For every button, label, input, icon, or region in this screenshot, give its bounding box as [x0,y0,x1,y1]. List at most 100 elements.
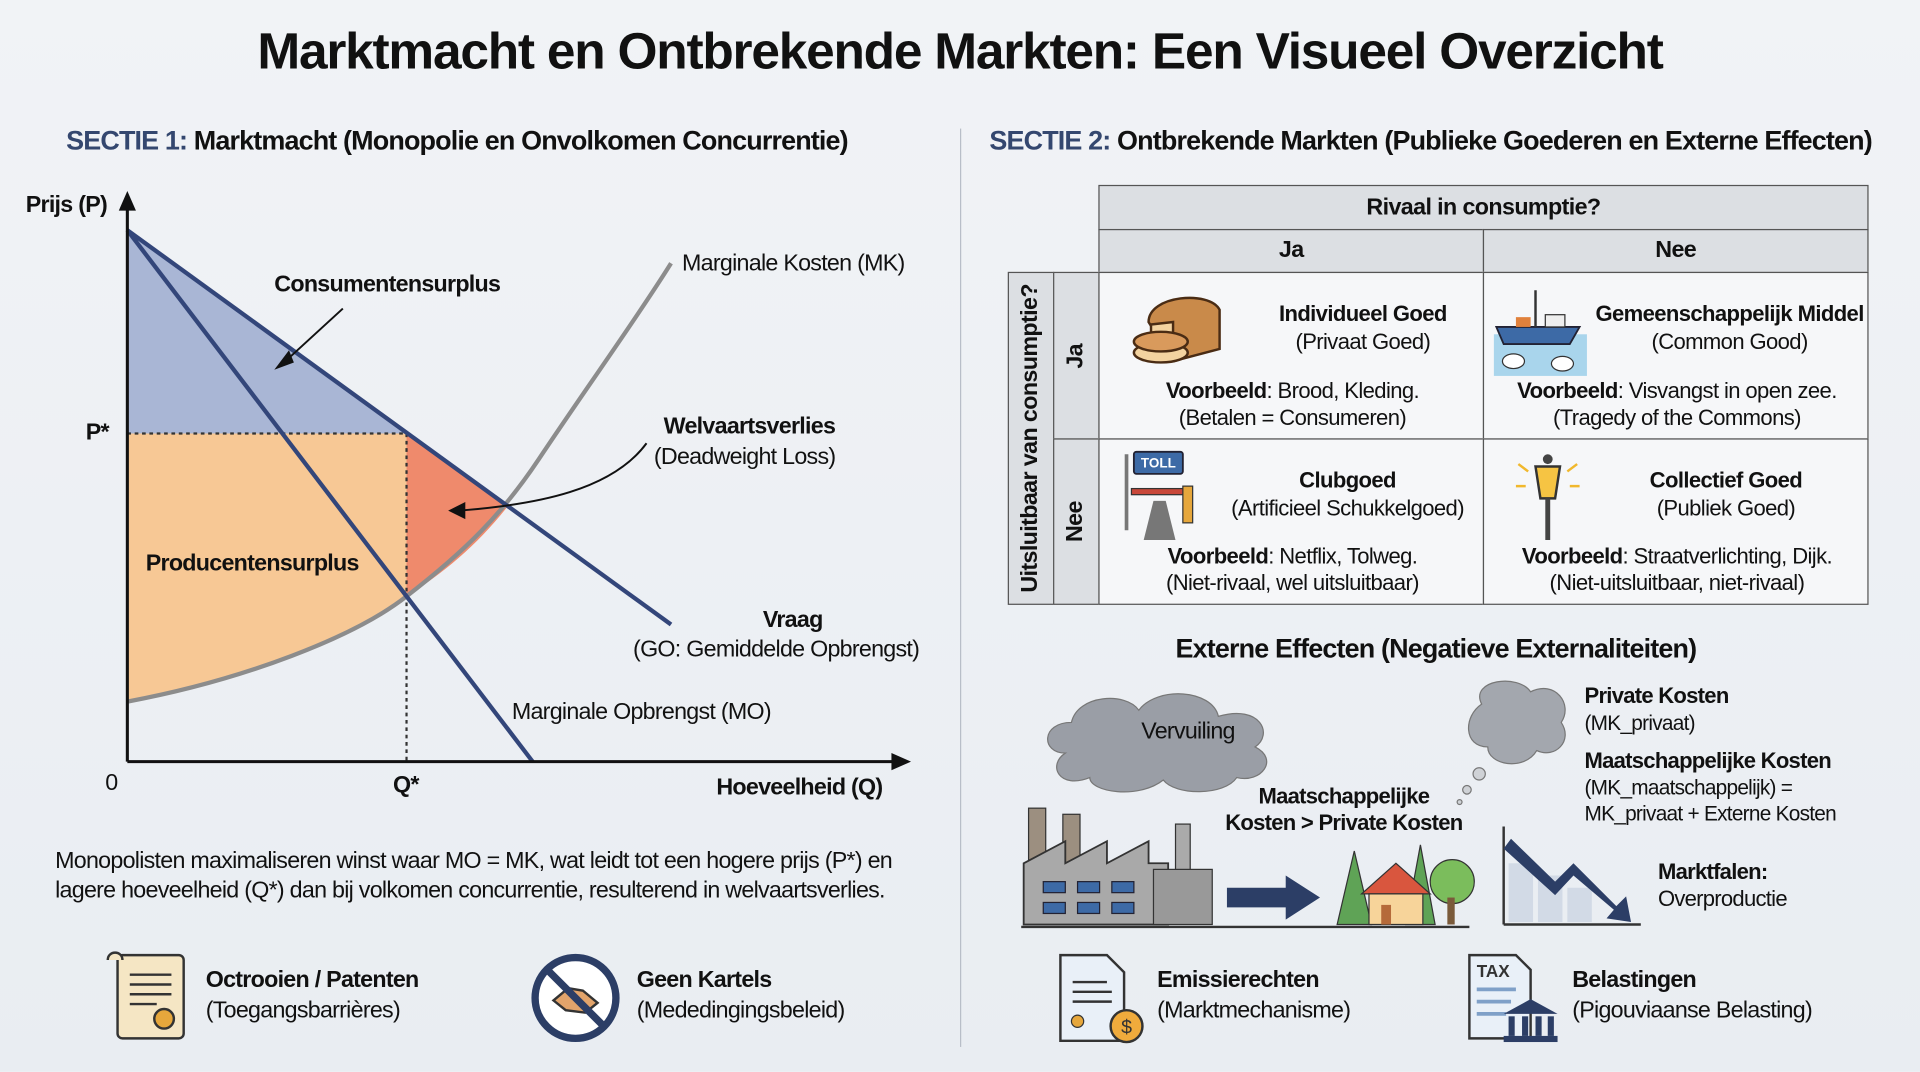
policy-taxes-sub: (Pigouviaanse Belasting) [1572,997,1812,1024]
emission-certificate-icon: $ [1059,953,1144,1044]
market-failure-chart-icon [1502,826,1641,926]
cell-sub: (Privaat Goed) [1295,329,1431,354]
page-title: Marktmacht en Ontbrekende Markten: Een V… [257,22,1663,80]
social-costs-sub-2: MK_privaat + Externe Kosten [1584,802,1836,826]
impact-arrow-icon [1226,875,1321,920]
section2-heading: SECTIE 2: Ontbrekende Markten (Publieke … [989,124,1873,157]
cell-example: Voorbeeld: Straatverlichting, Dijk. [1484,542,1870,570]
policy-emissions-sub: (Marktmechanisme) [1157,997,1351,1024]
market-failure-title: Marktfalen: [1657,859,1768,885]
tax-building-icon: TAX [1468,953,1558,1043]
cell-example: Voorbeeld: Netflix, Tolweg. [1100,542,1486,570]
matrix-col-ja: Ja [1098,228,1485,274]
matrix-col-nee: Nee [1482,228,1869,274]
producer-surplus-area [127,433,407,702]
deadweight-loss-title: Welvaartsverlies [663,413,836,440]
dwl-arrowhead-icon [448,502,466,520]
cell-note: (Tragedy of the Commons) [1552,405,1801,430]
demand-line [126,228,673,627]
producer-surplus-label: Producentensurplus [145,551,360,577]
cell-sub: (Common Good) [1651,329,1808,354]
bread-icon [1132,296,1221,364]
x-axis-label: Hoeveelheid (Q) [716,775,883,801]
cell-note: (Betalen = Consumeren) [1178,405,1407,430]
social-costs-title: Maatschappelijke Kosten [1584,748,1831,773]
pollution-label: Vervuiling [1141,718,1235,745]
factory-icon [1022,807,1213,926]
private-costs-title: Private Kosten [1584,683,1729,708]
dwl-arrow-icon [459,442,648,512]
policy-taxes-title: Belastingen [1572,967,1697,994]
cell-sub: (Publiek Goed) [1656,495,1796,521]
matrix-row-ja-text: Ja [1062,343,1089,369]
policy-emissions-title: Emissierechten [1157,967,1319,994]
matrix-cell-club-good: TOLL Clubgoed (Artificieel Schukkelgoed)… [1098,438,1486,605]
example-label: Voorbeeld [1167,543,1269,569]
no-handshake-icon [531,953,620,1043]
matrix-row-header-text: Uitsluitbaar van consumptie? [1017,284,1044,593]
marginal-cost-curve [126,262,673,704]
consumer-surplus-label: Consumentensurplus [274,271,501,298]
externalities-illustration [1021,680,1641,929]
matrix-row-header: Uitsluitbaar van consumptie? [1007,271,1055,605]
private-costs-sub: (MK_privaat) [1584,711,1695,735]
fishing-boat-icon [1493,290,1587,376]
section-divider [960,128,962,1047]
toll-gate-icon: TOLL [1124,450,1194,541]
matrix-row-nee: Nee [1053,438,1100,605]
marginal-revenue-label: Marginale Opbrengst (MO) [511,699,772,725]
y-axis-arrow-icon [118,191,136,211]
q-star-label: Q* [393,772,419,799]
example-label: Voorbeeld [1521,543,1623,569]
matrix-cell-common-good: Gemeenschappelijk Middel (Common Good) V… [1482,271,1870,440]
x-axis-arrow-icon [891,753,912,771]
matrix-row-ja: Ja [1053,271,1100,440]
street-lamp-icon [1515,454,1580,541]
market-failure-sub: Overproductie [1657,886,1788,912]
example-label: Voorbeeld [1517,378,1618,403]
policy-cartels-title: Geen Kartels [636,967,772,994]
cell-note: (Niet-rivaal, wel uitsluitbaar) [1165,570,1420,596]
summary-line-2: lagere hoeveelheid (Q*) dan bij volkomen… [55,877,885,904]
demand-sub-label: (GO: Gemiddelde Opbrengst) [633,636,920,663]
policy-patents-sub: (Toegangsbarrières) [205,997,401,1024]
example-text: : Visvangst in open zee. [1617,378,1838,403]
cost-comparison-line-1: Maatschappelijke [1258,783,1430,809]
pollution-cloud-icon [1047,693,1268,793]
patent-scroll-icon [106,951,185,1040]
cost-comparison-line-2: Kosten > Private Kosten [1225,810,1463,836]
section1-key: SECTIE 1: [66,124,188,156]
marginal-revenue-line [125,228,535,763]
p-star-label: P* [85,420,110,446]
toll-icon-text: TOLL [1141,456,1176,471]
cell-example: Voorbeeld: Brood, Kleding. [1100,377,1486,405]
cell-title: Clubgoed [1299,467,1396,493]
demand-label: Vraag [762,607,823,634]
matrix-cell-private-good: Individueel Goed (Privaat Goed) Voorbeel… [1098,271,1486,440]
example-text: : Netflix, Tolweg. [1268,543,1418,569]
social-costs-sub-1: (MK_maatschappelijk) = [1584,776,1793,800]
house-trees-icon [1336,844,1475,926]
example-label: Voorbeeld [1165,378,1267,403]
summary-line-1: Monopolisten maximaliseren winst waar MO… [55,848,893,875]
cell-example: Voorbeeld: Visvangst in open zee. [1484,377,1870,405]
cell-title: Individueel Goed [1278,301,1447,326]
cell-title: Collectief Goed [1649,467,1803,493]
cell-note: (Niet-uitsluitbaar, niet-rivaal) [1549,570,1805,596]
section2-key: SECTIE 2: [989,124,1111,156]
policy-patents-title: Octrooien / Patenten [205,967,420,994]
externalities-heading: Externe Effecten (Negatieve Externalitei… [1175,633,1698,664]
matrix-cell-public-good: Collectief Goed (Publiek Goed) Voorbeeld… [1482,438,1870,605]
matrix-row-nee-text: Nee [1062,501,1089,543]
thought-cloud-icon [1467,680,1566,765]
policy-cartels-sub: (Mededingingsbeleid) [636,997,845,1024]
origin-label: 0 [105,770,118,796]
section2-title: Ontbrekende Markten (Publieke Goederen e… [1117,124,1873,156]
svg-text:$: $ [1121,1016,1132,1038]
section1-heading: SECTIE 1: Marktmacht (Monopolie en Onvol… [66,124,849,157]
deadweight-loss-sub: (Deadweight Loss) [653,444,836,471]
cell-sub: (Artificieel Schukkelgoed) [1231,495,1464,521]
example-text: : Straatverlichting, Dijk. [1622,543,1833,569]
y-axis-label: Prijs (P) [25,192,108,218]
